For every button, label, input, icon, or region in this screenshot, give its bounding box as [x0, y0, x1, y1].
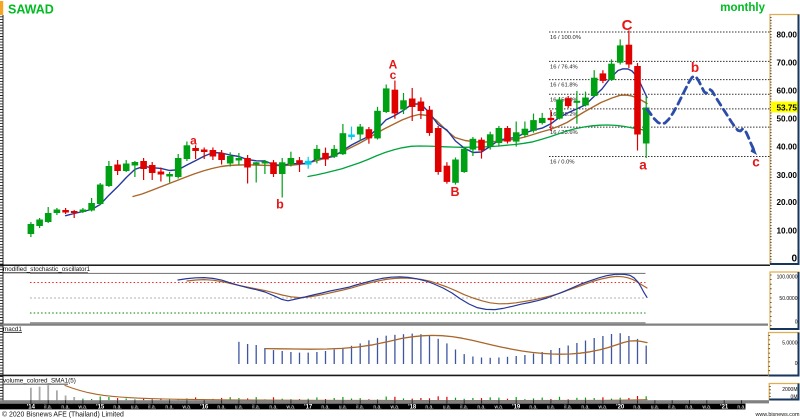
svg-text:b: b — [276, 198, 284, 212]
svg-text:5.0000: 5.0000 — [782, 340, 798, 346]
svg-text:volume_colored_SMA1(5): volume_colored_SMA1(5) — [3, 378, 76, 385]
svg-text:a: a — [190, 134, 197, 148]
svg-text:50.00: 50.00 — [777, 115, 798, 124]
svg-text:modified_stochastic_oscillator: modified_stochastic_oscillator1 — [3, 266, 91, 273]
svg-text:b: b — [691, 60, 699, 75]
svg-text:0M: 0M — [791, 394, 798, 400]
svg-text:'15: '15 — [96, 405, 105, 411]
svg-text:n.a.: n.a. — [529, 405, 537, 411]
svg-text:il.a.: il.a. — [564, 405, 572, 411]
svg-text:0: 0 — [795, 361, 798, 367]
svg-text:u.a.: u.a. — [651, 405, 659, 411]
svg-text:n.a.: n.a. — [61, 405, 69, 411]
svg-text:n.a.: n.a. — [737, 405, 745, 411]
svg-text:n.a.: n.a. — [373, 405, 381, 411]
svg-text:monthly: monthly — [720, 2, 765, 14]
svg-text:il.a.: il.a. — [668, 405, 676, 411]
svg-text:u.a.: u.a. — [131, 405, 139, 411]
svg-text:n.a.: n.a. — [321, 405, 329, 411]
svg-text:u.a.: u.a. — [339, 405, 347, 411]
svg-text:60.00: 60.00 — [777, 87, 798, 96]
svg-text:'20: '20 — [616, 405, 625, 411]
svg-text:16 / 61.8%: 16 / 61.8% — [550, 83, 578, 89]
svg-text:n.a.: n.a. — [581, 405, 589, 411]
svg-text:70.00: 70.00 — [777, 59, 798, 68]
svg-text:0: 0 — [795, 319, 798, 325]
svg-text:53.75: 53.75 — [777, 103, 798, 112]
svg-text:n.a.: n.a. — [217, 405, 225, 411]
svg-text:n.a.: n.a. — [425, 405, 433, 411]
svg-text:'19: '19 — [512, 405, 521, 411]
svg-text:macd1: macd1 — [3, 326, 22, 333]
svg-text:2000M: 2000M — [782, 387, 797, 393]
svg-text:u.a.: u.a. — [235, 405, 243, 411]
svg-text:n.a.: n.a. — [113, 405, 121, 411]
svg-text:w.a.: w.a. — [78, 405, 87, 411]
svg-text:16 / 0.0%: 16 / 0.0% — [550, 160, 575, 166]
svg-text:50.0000: 50.0000 — [779, 296, 797, 302]
svg-text:C: C — [622, 17, 633, 34]
svg-text:c: c — [752, 155, 760, 170]
svg-text:il.a.: il.a. — [356, 405, 364, 411]
svg-text:w.a.: w.a. — [598, 405, 607, 411]
svg-text:16 / 76.4%: 16 / 76.4% — [550, 64, 578, 70]
svg-text:'16: '16 — [200, 405, 209, 411]
svg-text:40.00: 40.00 — [777, 143, 798, 152]
svg-text:B: B — [450, 185, 459, 199]
svg-text:w.a.: w.a. — [702, 405, 711, 411]
svg-text:w.a.: w.a. — [390, 405, 399, 411]
svg-text:'17: '17 — [304, 405, 313, 411]
svg-text:il.a.: il.a. — [252, 405, 260, 411]
svg-text:n.a.: n.a. — [165, 405, 173, 411]
svg-text:w.a.: w.a. — [494, 405, 503, 411]
svg-text:100.0000: 100.0000 — [777, 275, 798, 281]
svg-text:n.a.: n.a. — [633, 405, 641, 411]
svg-text:n.a.: n.a. — [685, 405, 693, 411]
svg-text:16 / 23.6%: 16 / 23.6% — [550, 130, 578, 136]
svg-text:16 / 50.0%: 16 / 50.0% — [550, 97, 578, 103]
svg-text:30.00: 30.00 — [777, 171, 798, 180]
svg-text:a: a — [639, 158, 647, 173]
svg-text:w.a.: w.a. — [182, 405, 191, 411]
svg-text:u.a.: u.a. — [443, 405, 451, 411]
svg-text:SAWAD: SAWAD — [8, 3, 54, 17]
svg-text:80.00: 80.00 — [777, 30, 798, 39]
svg-text:il.a.: il.a. — [460, 405, 468, 411]
svg-text:n.a.: n.a. — [269, 405, 277, 411]
svg-text:16 / 100.0%: 16 / 100.0% — [550, 35, 581, 41]
svg-text:'18: '18 — [408, 405, 417, 411]
svg-text:© 2020 Bisnews AFE (Thailand): © 2020 Bisnews AFE (Thailand) Limited — [2, 410, 124, 418]
svg-text:il.a.: il.a. — [44, 405, 52, 411]
svg-text:20.00: 20.00 — [777, 198, 798, 207]
svg-text:0: 0 — [791, 254, 797, 265]
svg-text:il.a.: il.a. — [148, 405, 156, 411]
svg-text:'14: '14 — [27, 405, 36, 411]
svg-text:w.a.: w.a. — [286, 405, 295, 411]
svg-text:'21: '21 — [720, 405, 729, 411]
svg-text:n.a.: n.a. — [477, 405, 485, 411]
svg-text:u.a.: u.a. — [547, 405, 555, 411]
svg-text:10.00: 10.00 — [777, 227, 798, 236]
svg-text:A: A — [389, 58, 398, 72]
svg-text:www.bisnews.com: www.bisnews.com — [754, 412, 800, 418]
svg-text:c: c — [390, 68, 397, 82]
